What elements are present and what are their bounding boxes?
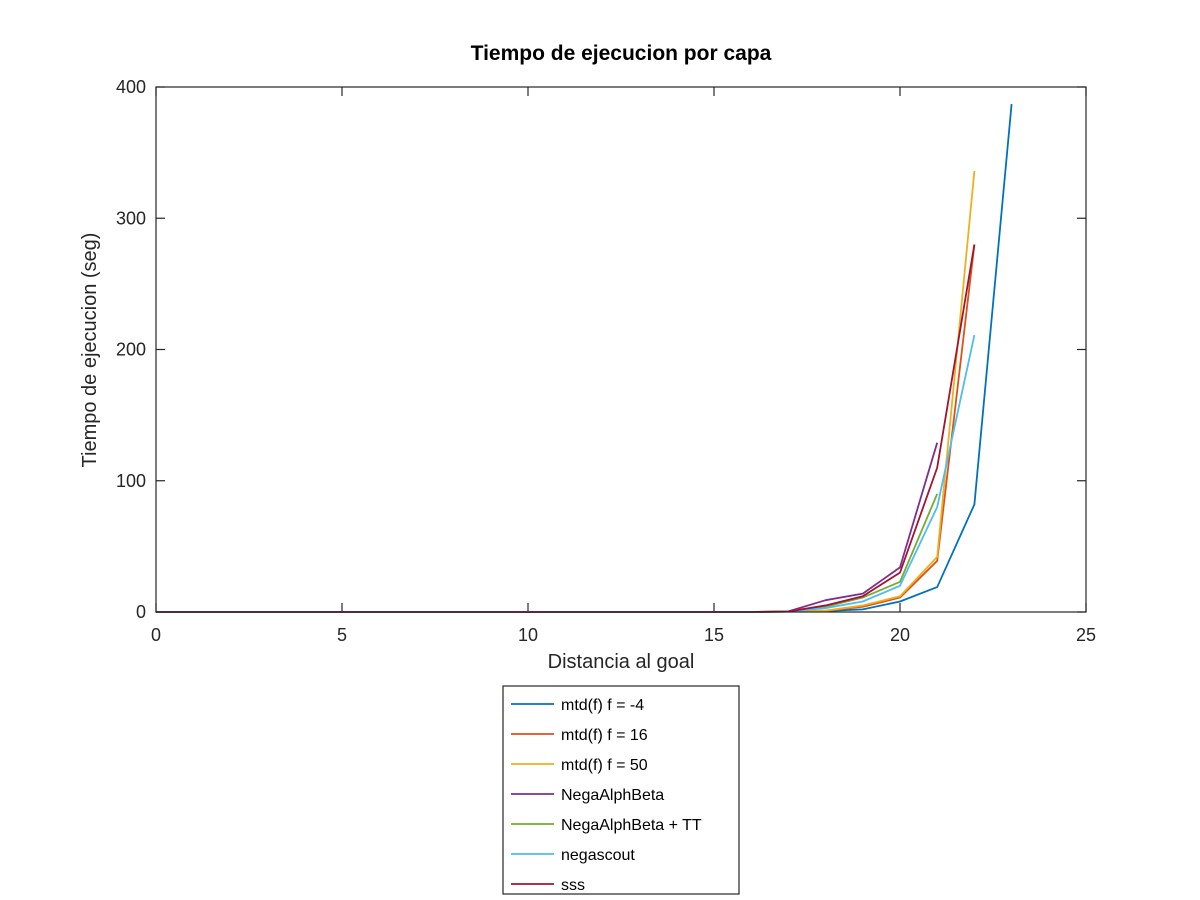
y-tick-label: 100 [116, 471, 146, 491]
legend-box [502, 685, 740, 895]
series-line-5 [156, 334, 976, 613]
y-tick-label: 200 [116, 340, 146, 360]
x-tick-label: 0 [151, 625, 161, 645]
legend-label-2: mtd(f) f = 50 [561, 757, 648, 774]
series-line-6 [156, 244, 976, 613]
legend: mtd(f) f = -4 mtd(f) f = 16 mtd(f) f = 50 N… [502, 685, 740, 895]
x-tick-label: 20 [890, 625, 910, 645]
y-tick-label: 400 [116, 77, 146, 97]
x-tick-label: 10 [518, 625, 538, 645]
y-axis-label: Tiempo de ejecucion (seg) [79, 233, 101, 468]
series-line-3 [156, 442, 939, 613]
legend-label-6: sss [561, 877, 585, 894]
chart-title: Tiempo de ejecucion por capa [471, 42, 772, 65]
series-line-1 [156, 244, 976, 613]
x-tick-label: 25 [1076, 625, 1096, 645]
y-tick-label: 0 [136, 602, 146, 622]
legend-label-5: negascout [561, 847, 635, 864]
x-tick-label: 5 [337, 625, 347, 645]
legend-label-0: mtd(f) f = -4 [561, 697, 644, 714]
series-line-2 [156, 170, 976, 613]
series-lines [156, 103, 1013, 613]
series-line-4 [156, 493, 939, 613]
legend-label-3: NegaAlphBeta [561, 787, 664, 804]
legend-label-4: NegaAlphBeta + TT [561, 817, 702, 834]
legend-label-1: mtd(f) f = 16 [561, 727, 648, 744]
series-line-0 [156, 103, 1013, 613]
axis-ticks: 0 5 10 15 20 25 0 100 200 300 400 [116, 77, 1096, 645]
x-tick-label: 15 [704, 625, 724, 645]
x-axis-label: Distancia al goal [548, 651, 695, 673]
y-tick-label: 300 [116, 208, 146, 228]
plot-area-frame [155, 86, 1087, 613]
